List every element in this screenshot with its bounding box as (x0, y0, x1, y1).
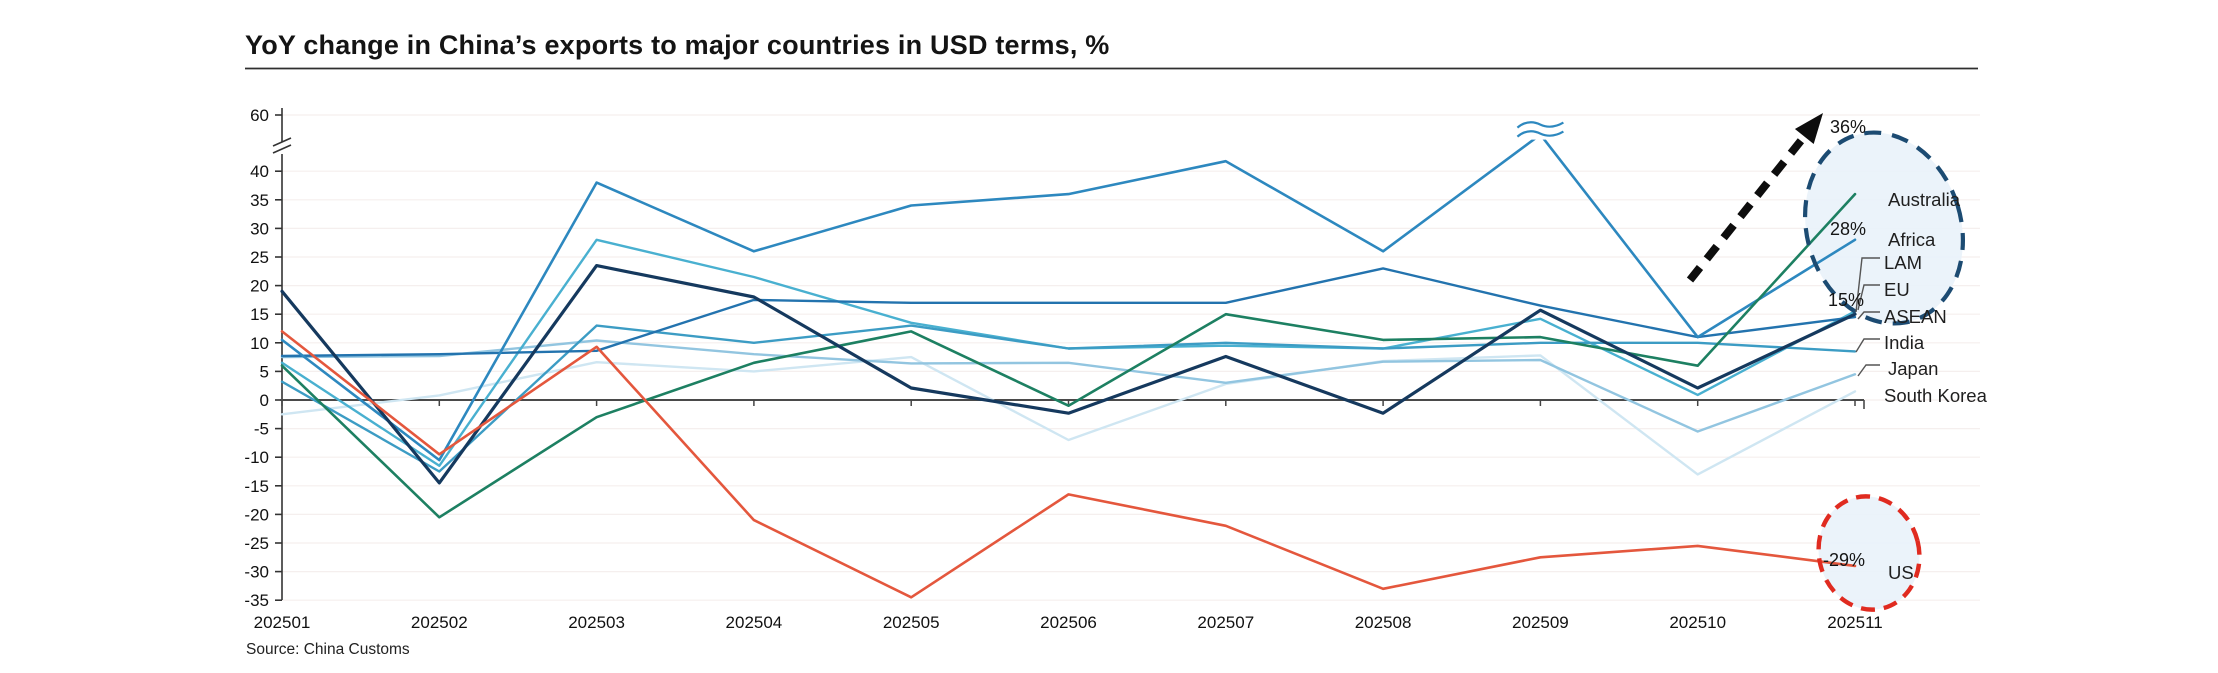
line-break-squiggle (1516, 121, 1564, 129)
highlight-ellipse (1816, 494, 1922, 612)
highlight-ellipse-fill (1818, 496, 1920, 610)
x-tick-label: 202510 (1669, 613, 1726, 632)
x-tick-label: 202502 (411, 613, 468, 632)
x-tick-label: 202504 (726, 613, 783, 632)
y-tick-label: -5 (254, 420, 269, 439)
y-tick-label: -35 (244, 591, 269, 610)
y-tick-label: 30 (250, 219, 269, 238)
series-end-label: EU (1884, 279, 1910, 300)
series-end-label: India (1884, 332, 1925, 353)
label-leader-line (1857, 364, 1880, 377)
value-callout: 36% (1830, 117, 1866, 137)
series-line-australia (280, 192, 1857, 519)
label-leader-line (1855, 338, 1880, 353)
y-tick-label: -30 (244, 563, 269, 582)
x-tick-label: 202508 (1355, 613, 1412, 632)
x-tick-label: 202507 (1197, 613, 1254, 632)
label-leader-line (1857, 311, 1880, 320)
value-callout: 15% (1828, 290, 1864, 310)
trend-arrow-shaft (1686, 121, 1818, 283)
y-tick-label: 35 (250, 191, 269, 210)
y-tick-label: 25 (250, 248, 269, 267)
highlight-ellipse (1802, 130, 1966, 326)
x-tick-label: 202501 (254, 613, 311, 632)
label-leader-line (1857, 284, 1880, 311)
chart-title: YoY change in China’s exports to major c… (245, 30, 1110, 60)
line-break-squiggle (1516, 130, 1564, 138)
value-callout: -29% (1823, 550, 1865, 570)
source-note: Source: China Customs (246, 641, 410, 658)
y-tick-label: 5 (260, 362, 269, 381)
series-end-label: Africa (1888, 229, 1936, 250)
highlight-ellipse-fill (1805, 132, 1963, 324)
value-callout: 28% (1830, 219, 1866, 239)
series-end-label: Japan (1888, 358, 1938, 379)
y-tick-label: 40 (250, 162, 269, 181)
series-line-asean (280, 267, 1857, 358)
series-line-india (280, 324, 1857, 473)
series-line-africa (280, 133, 1857, 462)
x-tick-label: 202506 (1040, 613, 1097, 632)
x-tick-label: 202511 (1827, 613, 1882, 632)
series-end-label: Australia (1888, 189, 1961, 210)
y-tick-label: 10 (250, 334, 269, 353)
series-end-label: US (1888, 562, 1914, 583)
y-tick-label: 0 (260, 391, 269, 410)
y-tick-label: 60 (250, 106, 269, 125)
label-leader-line (1855, 257, 1880, 313)
series-line-japan (280, 339, 1857, 433)
x-tick-label: 202509 (1512, 613, 1569, 632)
axis-break-mark (272, 137, 292, 147)
y-tick-label: 20 (250, 277, 269, 296)
series-end-label: ASEAN (1884, 306, 1947, 327)
series-end-label: South Korea (1884, 385, 1988, 406)
y-tick-label: -15 (244, 477, 269, 496)
x-tick-label: 202505 (883, 613, 940, 632)
y-tick-label: -20 (244, 505, 269, 524)
y-tick-label: -25 (244, 534, 269, 553)
y-tick-label: -10 (244, 448, 269, 467)
trend-arrow-head (1794, 113, 1823, 144)
axis-break-mark (272, 144, 292, 154)
x-tick-label: 202503 (568, 613, 625, 632)
series-line-lam (280, 264, 1857, 485)
series-end-label: LAM (1884, 252, 1922, 273)
series-line-us (280, 330, 1857, 599)
y-tick-label: 15 (250, 305, 269, 324)
